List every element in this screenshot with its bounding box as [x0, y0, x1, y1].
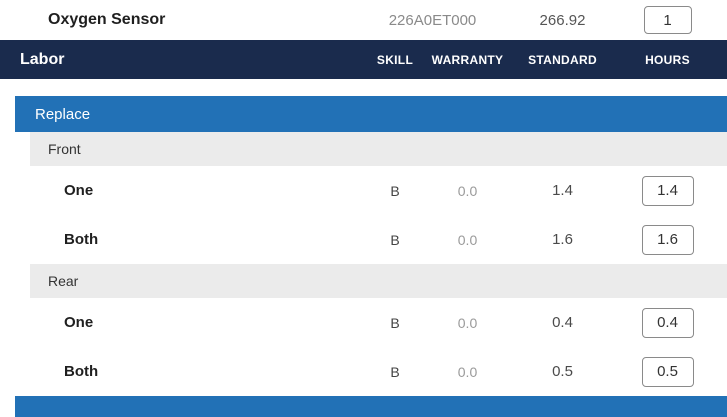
labor-row-label: Both	[64, 363, 99, 380]
standard-value: 0.5	[552, 363, 573, 380]
hours-cell	[620, 224, 715, 255]
labor-title: Labor	[20, 50, 65, 68]
labor-row: One B 0.0 1.4	[0, 166, 727, 215]
warranty-value: 0.0	[457, 314, 478, 331]
warranty-value: 0.0	[457, 363, 478, 380]
standard-value: 0.4	[552, 314, 573, 331]
hours-cell	[620, 356, 715, 387]
hours-input[interactable]	[641, 307, 694, 338]
labor-row: Both B 0.0 1.6	[0, 215, 727, 264]
part-number: 226A0ET000	[388, 11, 477, 29]
hours-input[interactable]	[641, 175, 694, 206]
skill-value: B	[390, 314, 400, 331]
group-header-label: Front	[48, 141, 81, 157]
labor-header: Labor SKILL WARRANTY STANDARD HOURS	[0, 40, 727, 79]
standard-value: 1.6	[552, 231, 573, 248]
group-header-rear[interactable]: Rear	[30, 264, 727, 298]
labor-row-label: One	[64, 314, 94, 331]
labor-row-label: Both	[64, 231, 99, 248]
labor-row: One B 0.0 0.4	[0, 298, 727, 347]
column-header-skill: SKILL	[376, 52, 414, 67]
group-header-front[interactable]: Front	[30, 132, 727, 166]
part-row: Oxygen Sensor 226A0ET000 266.92	[0, 0, 727, 40]
part-qty-cell	[620, 6, 715, 34]
hours-cell	[620, 307, 715, 338]
section-header-replace[interactable]: Replace	[15, 96, 727, 132]
labor-row-label: One	[64, 182, 94, 199]
hours-cell	[620, 175, 715, 206]
hours-input[interactable]	[641, 356, 694, 387]
skill-value: B	[390, 231, 400, 248]
part-name: Oxygen Sensor	[48, 11, 166, 28]
column-header-standard: STANDARD	[528, 52, 597, 67]
skill-value: B	[390, 182, 400, 199]
column-header-warranty: WARRANTY	[431, 52, 504, 67]
section-header-label: Replace	[35, 105, 91, 123]
warranty-value: 0.0	[457, 231, 478, 248]
next-section-bar[interactable]	[15, 396, 727, 417]
column-header-hours: HOURS	[645, 52, 690, 67]
warranty-value: 0.0	[457, 182, 478, 199]
standard-value: 1.4	[552, 182, 573, 199]
part-qty-input[interactable]	[643, 6, 692, 34]
skill-value: B	[390, 363, 400, 380]
part-price: 266.92	[539, 11, 586, 29]
group-header-label: Rear	[48, 273, 79, 289]
hours-input[interactable]	[641, 224, 694, 255]
labor-row: Both B 0.0 0.5	[0, 347, 727, 396]
